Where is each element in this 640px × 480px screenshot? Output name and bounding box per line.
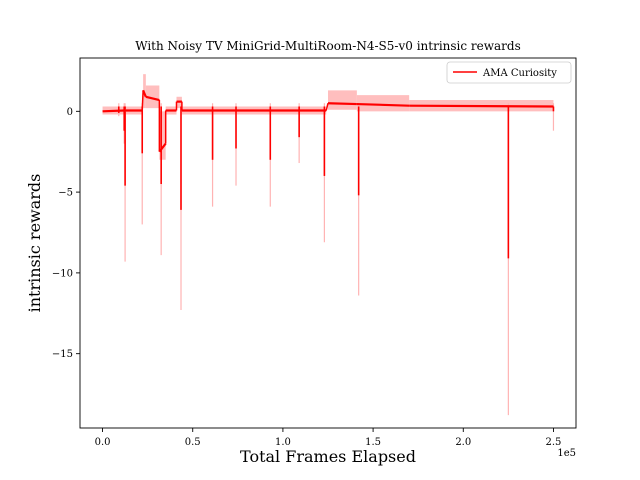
x-axis-title: Total Frames Elapsed: [240, 447, 416, 466]
series-line: [102, 89, 555, 259]
y-axis-ticks: 0 −5 −10 −15: [52, 107, 80, 360]
legend-box: [446, 61, 572, 84]
x-tick-label: 0.0: [95, 437, 111, 448]
chart-title: With Noisy TV MiniGrid-MultiRoom-N4-S5-v…: [135, 39, 521, 53]
x-tick-label: 1.0: [275, 437, 291, 448]
confidence-band: [102, 74, 555, 416]
y-tick-label: −5: [58, 188, 73, 199]
plot-frame: [79, 57, 577, 429]
line-segment-9: [356, 102, 410, 107]
line-segment-8: [327, 102, 357, 106]
y-axis-title: intrinsic rewards: [25, 174, 44, 313]
y-tick-label: −10: [52, 268, 73, 279]
line-segment-0: [102, 109, 125, 113]
band-segment-8: [328, 90, 357, 110]
plot-area: [102, 74, 555, 416]
x-tick-label: 2.5: [546, 437, 562, 448]
x-tick-label: 1.5: [365, 437, 381, 448]
line-segment-10: [409, 104, 554, 108]
x-tick-label: 2.0: [455, 437, 471, 448]
band-segment-3: [145, 85, 160, 109]
line-segment-3: [145, 95, 160, 102]
y-tick-label: −15: [52, 349, 73, 360]
band-segment-9: [356, 95, 410, 112]
x-tick-label: 0.5: [185, 437, 201, 448]
x-offset-label: 1e5: [557, 448, 576, 459]
line-connector-8: [325, 103, 329, 111]
legend-label: AMA Curiosity: [482, 68, 557, 79]
legend: AMA Curiosity: [446, 61, 572, 84]
band-segment-4: [159, 111, 166, 160]
x-axis-ticks: 0.0 0.5 1.0 1.5 2.0 2.5: [95, 428, 562, 448]
y-tick-label: 0: [67, 107, 73, 118]
